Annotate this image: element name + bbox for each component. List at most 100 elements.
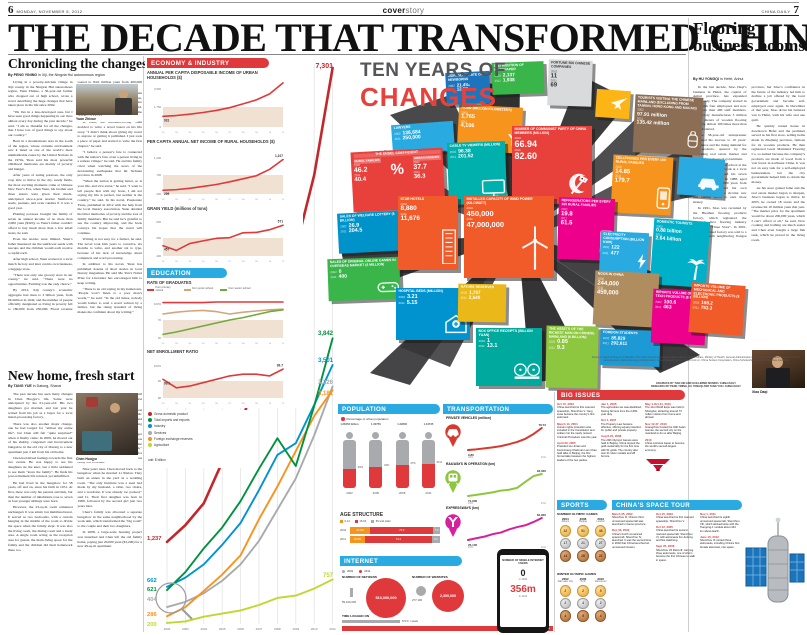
person-pictogram: 43% — [368, 432, 389, 490]
svg-text:662: 662 — [147, 578, 157, 584]
summer-olympics-grid: 2004 Athens 32 17 14 2008 Beijing 51 21 28 2012 Lon… — [557, 517, 609, 563]
divider-issues — [554, 392, 555, 632]
space-tour-date: Nov 1, 2011 — [700, 512, 716, 516]
svg-text:'11: '11 — [282, 199, 285, 201]
article2-photo-frame — [86, 397, 98, 407]
space-tour-column: Oct 15, 2003 China launched its first man… — [656, 512, 696, 565]
population-legend: Percentage of urban population — [341, 417, 388, 421]
svg-text:'05: '05 — [202, 403, 206, 405]
info-block-urban-cars — [676, 156, 726, 198]
article2-paragraph: The past decade has seen many changes in… — [8, 392, 73, 420]
population-figure: 1.32802 47% 2008 — [391, 423, 416, 495]
info-block-value: 204.5 — [348, 227, 363, 235]
article1-paragraph: “We live in a less-developed area, but I… — [8, 109, 73, 137]
population-legend-dot — [341, 417, 345, 421]
svg-text:'08: '08 — [242, 132, 246, 134]
urban-income-title: ANNUAL PER CAPITA DISPOSABLE INCOME OF U… — [147, 70, 258, 80]
svg-text:1,200: 1,200 — [154, 156, 161, 160]
graduates-legend-item: from junior school — [183, 287, 215, 293]
svg-text:'08: '08 — [242, 261, 246, 263]
age-bar-value: 7.3 — [434, 528, 439, 532]
article2-paragraph: Nine years later, Chen moved back to the… — [77, 466, 143, 508]
svg-text:'10: '10 — [268, 403, 272, 405]
age-bar-segment: 70.3 — [370, 527, 434, 534]
internet-header: INTERNET — [340, 556, 462, 566]
svg-text:'10: '10 — [268, 261, 272, 263]
svg-text:'02: '02 — [162, 132, 166, 134]
info-block-aviation — [595, 88, 631, 120]
info-block-year: 2002 — [602, 245, 610, 250]
silver-medal: 2 — [594, 597, 607, 610]
right-article-paragraph: In the last decade, Xiao Daqi’s business… — [693, 85, 747, 132]
gold-medal: 32 — [559, 525, 572, 537]
svg-text:'06: '06 — [215, 261, 219, 263]
legend-item: Agriculture — [148, 442, 193, 447]
svg-text:'08: '08 — [242, 199, 246, 201]
graduates-legend-item: from senior school — [220, 287, 251, 293]
right-folio-row: CHINA DAILY 7 — [762, 4, 800, 16]
space-tour-column: Nov 1, 2011 China launched its eighth unm… — [700, 512, 740, 565]
info-block-year: 2011 — [692, 305, 699, 310]
svg-text:600: 600 — [156, 220, 161, 224]
info-block-year: 2011 — [398, 300, 405, 305]
olympics-column: 2008 Beijing 51 21 28 — [575, 517, 592, 563]
netizens-2002-bar — [350, 588, 353, 597]
svg-text:'03: '03 — [175, 199, 179, 201]
article1-paragraph: After high school, Yuan worked at a loca… — [8, 257, 73, 271]
graduates-legend-label: from senior school — [228, 287, 251, 291]
person-head — [346, 432, 353, 439]
websites-2011: 2,300,000 — [440, 594, 456, 598]
header-rule — [8, 15, 799, 16]
info-block-value: 450,000 — [466, 208, 494, 218]
olympics-year: 2010 — [597, 577, 605, 581]
svg-text:3,501: 3,501 — [318, 358, 334, 364]
graduates-legend-swatch — [220, 289, 227, 291]
big-issue-item: April 29, 2005 President Hu Jintao and Ku… — [557, 441, 598, 462]
legend-item-dot — [148, 424, 152, 429]
svg-text:'07: '07 — [228, 132, 232, 134]
reels-icon — [513, 363, 541, 385]
svg-text:'04: '04 — [188, 403, 192, 405]
svg-text:1,237: 1,237 — [147, 536, 162, 542]
svg-text:'09: '09 — [255, 343, 259, 345]
right-article-byline: By HU YONGQI in Hefei, Anhui — [693, 77, 743, 81]
legend-item-label: Agriculture — [154, 442, 170, 447]
internet-legend-2011-label: 2011 — [364, 569, 371, 573]
svg-text:2002: 2002 — [468, 546, 474, 549]
top-hairline — [8, 2, 799, 3]
info-block-row: 2011 204.5 — [340, 227, 401, 236]
svg-text:2003: 2003 — [182, 627, 189, 631]
person-pictogram: 47% — [395, 432, 416, 490]
info-block-star-hotels: STAR HOTELS 2002 8,880 2011 11,676 — [398, 196, 458, 270]
info-block-title: NUMBER OF COMMUNIST PARTY OF CHINA MEMBE… — [514, 127, 587, 135]
svg-text:'07: '07 — [228, 261, 232, 263]
svg-text:99.1: 99.1 — [164, 381, 170, 385]
svg-text:'06: '06 — [215, 403, 219, 405]
svg-text:2011: 2011 — [329, 627, 336, 631]
space-tour-text: China's fourth unmanned spacecraft, Shen… — [612, 532, 652, 549]
info-block-overseas-tourists: TOURISTS VISITING THE CHINESE MAINLAND (… — [632, 94, 704, 156]
info-block-title: THE ASSETS OF THE RICHEST MAN ON CHINESE… — [548, 326, 595, 339]
backpack-icon — [684, 130, 700, 155]
internet-legend-2002: 2002 — [342, 569, 353, 573]
big-issue-item: Jan 1, 2006 The agriculture tax was aboli… — [601, 402, 642, 416]
population-total: 1.32802 — [397, 423, 408, 426]
age-bar-segment: 7.3 — [433, 527, 440, 534]
population-legend-label: Percentage of urban population — [346, 417, 389, 421]
info-block-year: 2011 — [400, 211, 407, 216]
big-issue-date: Aug 8-24, 2008 — [601, 434, 622, 439]
article2-title: New home, fresh start — [8, 368, 135, 383]
space-tour-item: Nov 1, 2011 China launched its eighth unm… — [700, 512, 740, 533]
legend-item-dot — [148, 442, 152, 447]
population-year: 2011 — [425, 491, 432, 495]
transport-title: RAILWAYS IN OPERATION (km) — [446, 462, 496, 466]
big-issue-item: March 14, 2004 Human rights protection wa… — [557, 422, 598, 440]
info-block-year: 2011 — [340, 229, 347, 234]
svg-text:400: 400 — [156, 254, 161, 258]
svg-text:2002: 2002 — [468, 456, 474, 459]
unit-label: unit: $ billion — [148, 458, 166, 462]
mobile-users-2011-note: in 2011 — [518, 595, 528, 598]
brand: CHINA DAILY — [761, 9, 791, 14]
road-pin-icon — [444, 513, 462, 537]
netizens-2002: 59,100,000 — [342, 600, 356, 604]
